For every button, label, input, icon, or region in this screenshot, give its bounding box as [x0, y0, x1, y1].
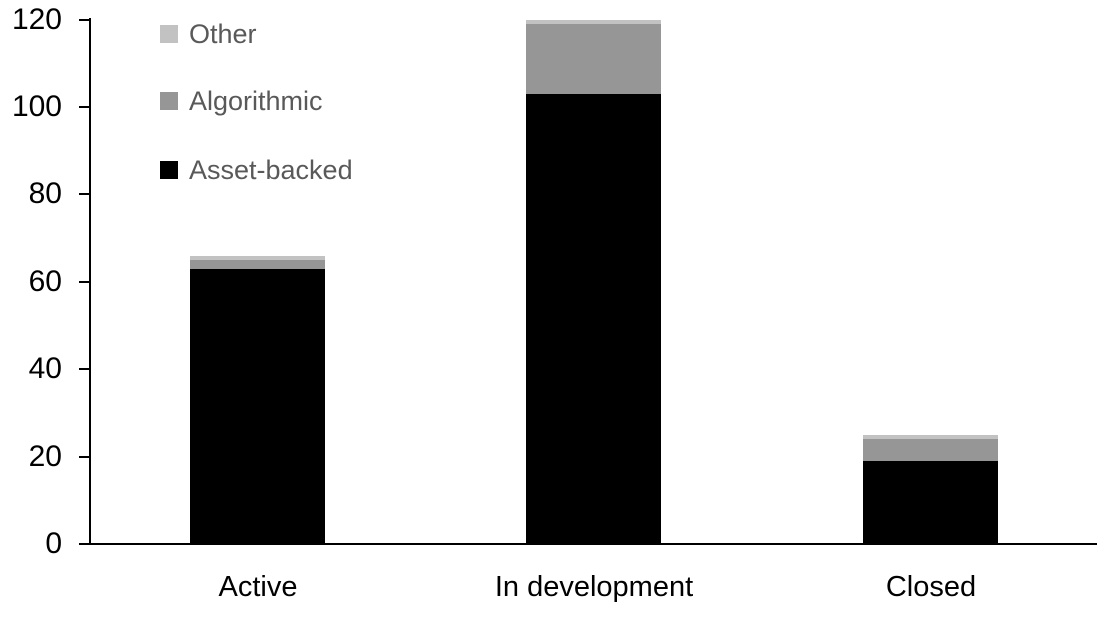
legend-item-asset-backed: Asset-backed — [160, 152, 353, 188]
legend-item-algorithmic: Algorithmic — [160, 83, 323, 119]
legend-swatch-icon — [160, 92, 178, 110]
y-tick-label: 120 — [11, 3, 62, 36]
bar-segment-algorithmic-in-development — [526, 24, 661, 94]
y-tick-label: 60 — [28, 265, 62, 298]
y-tick-mark — [79, 106, 90, 108]
y-tick-mark — [79, 193, 90, 195]
y-tick-mark — [79, 543, 90, 545]
legend-label: Asset-backed — [189, 155, 353, 185]
bar-segment-other-active — [190, 256, 325, 260]
legend-item-other: Other — [160, 16, 257, 52]
x-axis-label-active: Active — [218, 571, 298, 603]
bar-segment-other-in-development — [526, 20, 661, 24]
y-tick-label: 0 — [45, 527, 62, 560]
bar-segment-asset-backed-active — [190, 269, 325, 544]
y-tick-mark — [79, 19, 90, 21]
y-tick-mark — [79, 368, 90, 370]
bar-segment-algorithmic-active — [190, 260, 325, 269]
legend-label: Algorithmic — [189, 86, 323, 116]
bar-segment-asset-backed-closed — [863, 461, 998, 544]
legend-swatch-icon — [160, 25, 178, 43]
legend-label: Other — [189, 19, 257, 49]
y-tick-mark — [79, 281, 90, 283]
y-tick-label: 20 — [28, 440, 62, 473]
x-axis-label-closed: Closed — [885, 571, 977, 603]
bar-segment-algorithmic-closed — [863, 439, 998, 461]
x-axis-line — [89, 543, 1097, 545]
y-tick-label: 80 — [28, 177, 62, 210]
bar-segment-asset-backed-in-development — [526, 94, 661, 544]
y-tick-label: 100 — [11, 90, 62, 123]
y-tick-mark — [79, 456, 90, 458]
legend-swatch-icon — [160, 161, 178, 179]
y-axis-line — [89, 18, 91, 545]
bar-segment-other-closed — [863, 435, 998, 439]
x-axis-label-in-development: In development — [494, 571, 694, 603]
y-tick-label: 40 — [28, 352, 62, 385]
